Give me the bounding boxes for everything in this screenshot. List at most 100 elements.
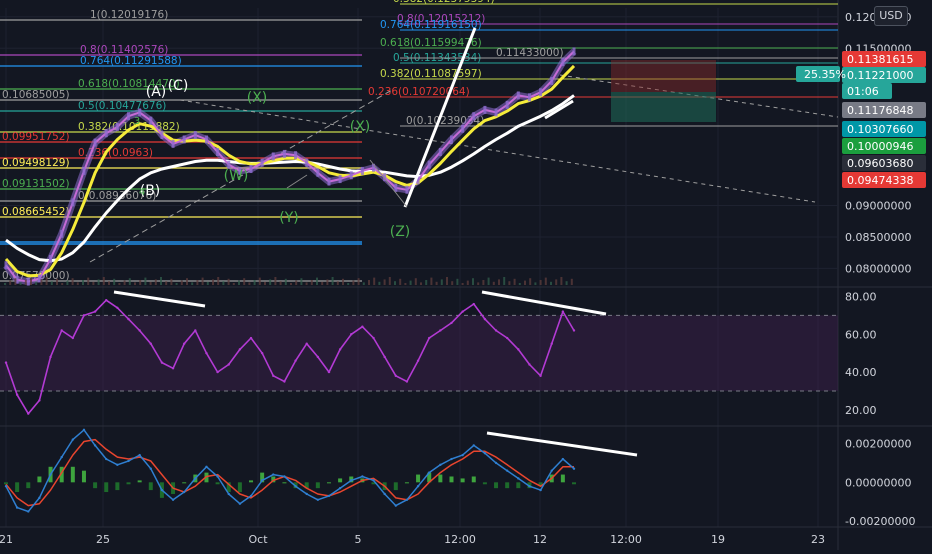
price-candle: [539, 88, 543, 97]
price-tick-label: 0.09000000: [845, 199, 911, 212]
price-candle: [360, 166, 364, 175]
rsi-point: [428, 336, 431, 340]
rsi-point: [327, 370, 331, 374]
macd-divergence-line: [486, 431, 638, 457]
macd-histogram-bar: [560, 474, 565, 483]
x-tick-label: 19: [711, 533, 725, 546]
price-candle: [127, 112, 131, 121]
macd-point: [171, 498, 175, 502]
rsi-point: [405, 380, 409, 383]
macd-point: [105, 457, 108, 461]
volume-bar: [284, 278, 287, 285]
macd-point: [428, 471, 431, 474]
drawn-trend-line: [403, 27, 477, 208]
macd-point: [416, 485, 420, 488]
rsi-tick-label: 20.00: [845, 404, 877, 417]
rsi-point: [71, 336, 75, 340]
macd-histogram-bar: [471, 476, 476, 483]
price-candle: [416, 176, 420, 185]
rsi-point: [316, 355, 320, 359]
volume-bar: [14, 278, 17, 285]
macd-point: [15, 506, 19, 509]
fib-level-label: 0.382(0.11087597): [380, 68, 482, 80]
macd-tick-label: 0.00000000: [845, 476, 911, 489]
volume-bar: [524, 280, 526, 285]
fib-level-label: 0.09131502): [2, 178, 70, 190]
volume-bar: [108, 281, 110, 285]
macd-signal-line: [5, 438, 574, 507]
volume-bar: [40, 279, 43, 285]
volume-bar: [180, 280, 183, 285]
macd-histogram-bar: [93, 482, 98, 489]
price-axis-label: 0.11221000: [847, 69, 913, 82]
x-tick-label: 12:00: [610, 533, 642, 546]
macd-point: [572, 467, 576, 470]
volume-bar: [76, 282, 79, 285]
macd-point: [550, 469, 553, 472]
volume-bar: [508, 281, 511, 285]
elliott-wave-label: (X): [247, 90, 268, 106]
macd-point: [361, 475, 364, 478]
volume-bar: [222, 281, 225, 285]
macd-point: [472, 444, 475, 447]
price-candle: [483, 105, 487, 114]
volume-bar: [149, 281, 152, 285]
rsi-point: [93, 310, 97, 313]
volume-bar: [19, 282, 22, 285]
price-candle: [472, 112, 476, 121]
elliott-wave-label: (X): [350, 119, 371, 135]
position-tool-label: 25.35%: [804, 68, 846, 81]
price-axis-label: 0.09603680: [847, 157, 913, 170]
price-axis-label: 0.11381615: [847, 53, 913, 66]
volume-bar: [331, 277, 334, 285]
volume-bar: [336, 281, 339, 285]
price-axis-label: 0.10000946: [847, 140, 913, 153]
macd-point: [528, 485, 531, 488]
volume-bar: [24, 280, 27, 285]
volume-bar: [321, 281, 324, 285]
position-tool-badge: [796, 66, 840, 82]
price-candle: [171, 139, 175, 148]
volume-bar: [503, 277, 506, 285]
volume-bar: [513, 278, 516, 285]
volume-bar: [248, 282, 251, 285]
volume-bar: [492, 281, 495, 285]
price-candle: [71, 198, 75, 207]
fib-level-label: 0.764(0.11916150): [380, 19, 482, 31]
volume-bar: [487, 277, 490, 285]
elliott-wave-label: (B): [140, 183, 161, 199]
volume-bar: [368, 280, 370, 285]
rsi-point: [305, 342, 308, 345]
fib-level-label: 0.11433000): [496, 47, 564, 59]
price-candle: [438, 148, 442, 157]
macd-point: [539, 488, 542, 492]
rsi-line: [5, 299, 575, 415]
macd-histogram-bar: [249, 480, 254, 483]
volume-bar: [570, 278, 573, 285]
rsi-point: [483, 317, 487, 321]
price-axis-label: 0.09474338: [847, 174, 913, 187]
macd-point: [116, 463, 119, 467]
macd-histogram-bar: [81, 470, 86, 483]
macd-histogram-bar: [438, 474, 443, 483]
fib-level-label: 1(0.12019176): [90, 9, 168, 21]
macd-point: [82, 428, 86, 432]
volume-bar: [352, 280, 355, 285]
macd-point: [49, 473, 52, 476]
x-tick-label: 23: [811, 533, 825, 546]
volume-bar: [529, 278, 532, 285]
price-axis-label-box: [842, 67, 926, 83]
currency-button[interactable]: USD: [874, 6, 908, 26]
rsi-tick-label: 80.00: [845, 290, 877, 303]
elliott-wave-label: (Z): [390, 224, 411, 240]
price-candle: [405, 185, 409, 194]
fib-level-label: 0.5(0.10477676): [78, 100, 166, 112]
rsi-point: [394, 374, 398, 378]
volume-bar: [347, 283, 350, 285]
macd-histogram-bar: [482, 482, 487, 485]
macd-histogram-bar: [371, 482, 376, 485]
volume-bar: [92, 281, 95, 285]
